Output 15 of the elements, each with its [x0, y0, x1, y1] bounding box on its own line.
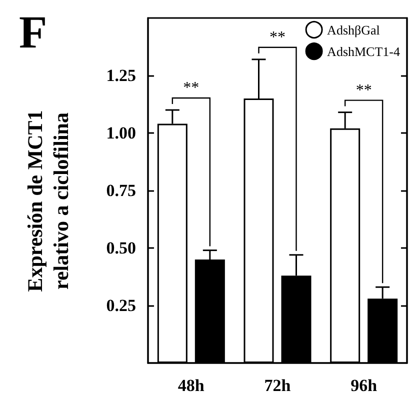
y-axis-title: Expresión de MCT1 relativo a ciclofilina — [23, 110, 73, 292]
chart-title: F — [19, 6, 48, 58]
annotation: ** — [270, 28, 286, 46]
y-tick-label: 0.50 — [106, 238, 136, 258]
x-tick-label: 48h — [178, 376, 205, 395]
legend-label: AdshMCT1-4 — [327, 44, 400, 59]
y-tick-label: 0.75 — [106, 181, 136, 200]
annotation: ** — [356, 82, 372, 99]
x-tick-label: 72h — [264, 376, 292, 395]
y-tick-label: 0.25 — [106, 296, 136, 315]
legend-label: AdshβGal — [327, 22, 380, 38]
y-tick-label: 1.25 — [106, 66, 136, 85]
x-tick-label: 96h — [350, 376, 378, 395]
annotation: ** — [183, 80, 200, 96]
y-tick-label: 1.00 — [106, 124, 136, 142]
